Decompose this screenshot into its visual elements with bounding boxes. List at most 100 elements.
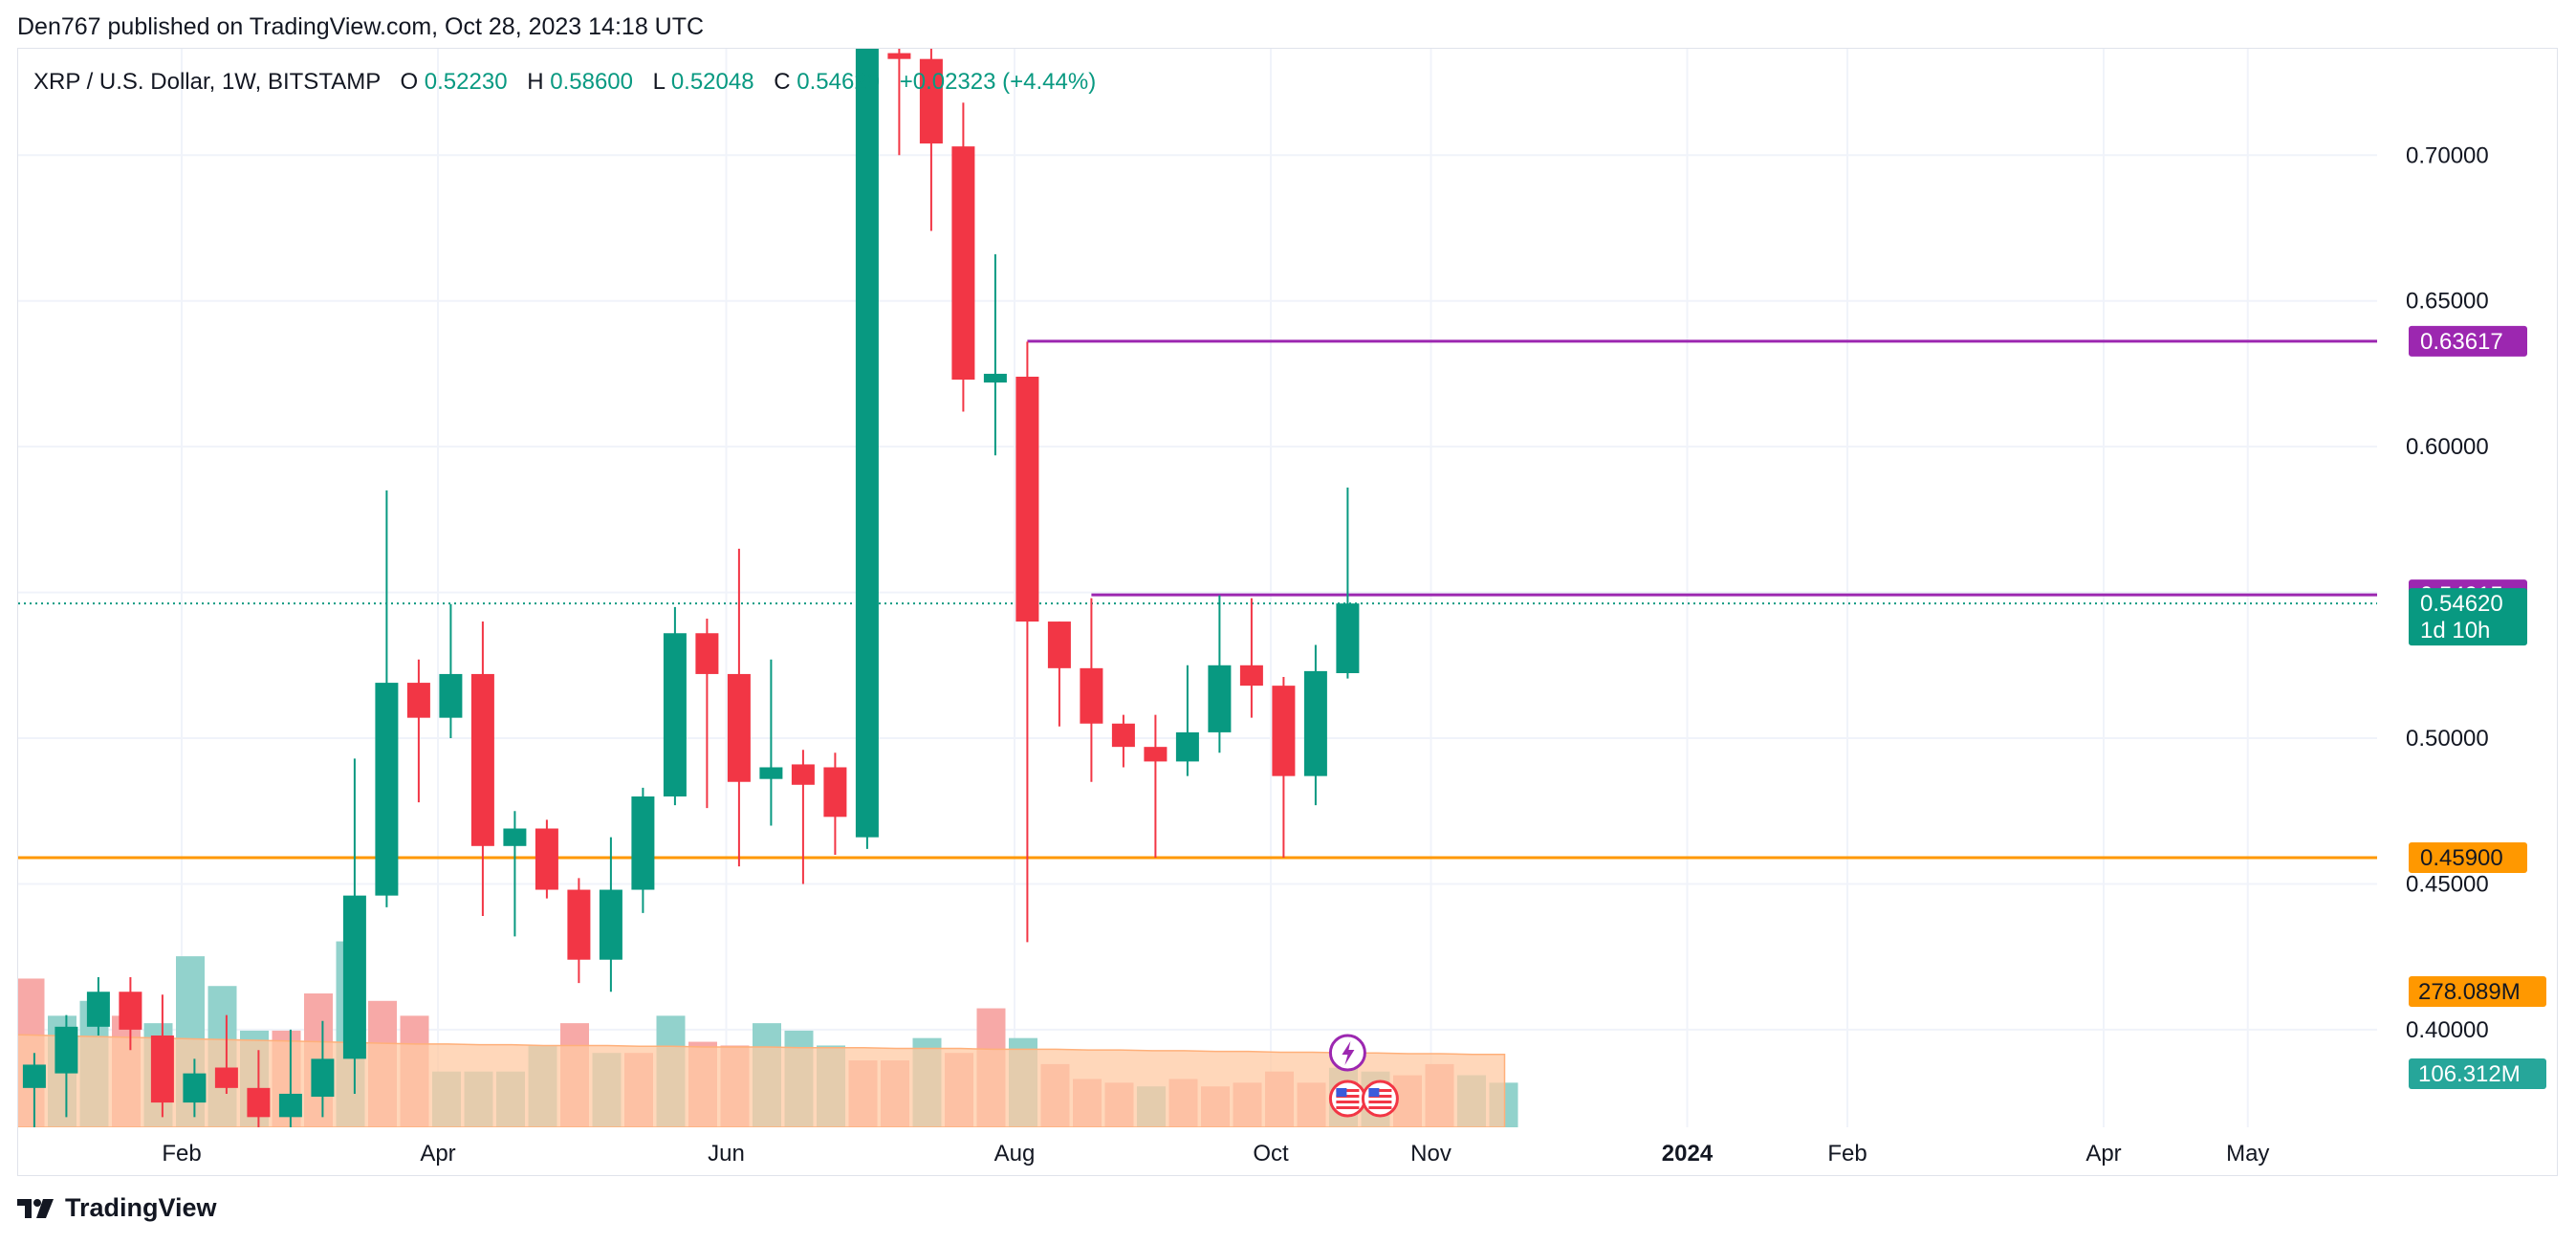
flag-icon-canton xyxy=(1368,1088,1380,1097)
volume-ma-area xyxy=(18,1034,1506,1127)
candlestick-chart[interactable]: 0.40000 0.45000 0.50000 0.60000 0.65000 0.700… xyxy=(18,49,2557,1175)
level-tag-support-text: 0.45900 xyxy=(2420,845,2503,871)
level-tag-resistance-high-text: 0.63617 xyxy=(2420,329,2503,355)
candle-body-up xyxy=(342,895,366,1059)
candle-body-down xyxy=(727,673,751,782)
candle-body-up xyxy=(599,889,622,960)
candles xyxy=(22,49,1360,1127)
legend-change: +0.02323 (+4.44%) xyxy=(900,69,1097,95)
volume-pane xyxy=(18,941,1518,1127)
legend-open-value: 0.52230 xyxy=(425,69,508,95)
flag-icon-canton xyxy=(1336,1088,1347,1097)
price-tick-label: 0.45000 xyxy=(2406,871,2489,897)
flag-icon-stripe xyxy=(1368,1101,1392,1103)
candle-body-down xyxy=(919,58,943,144)
candle-body-down xyxy=(1272,686,1296,776)
candle-body-down xyxy=(247,1087,271,1118)
candle-body-down xyxy=(406,683,430,718)
candle-body-up xyxy=(439,673,463,718)
legend-open-label: O xyxy=(400,69,418,95)
candle-body-down xyxy=(1015,376,1039,622)
chart-pane[interactable]: 0.40000 0.45000 0.50000 0.60000 0.65000 0.700… xyxy=(17,48,2558,1176)
candle-body-up xyxy=(631,796,655,890)
candle-body-up xyxy=(663,633,687,796)
level-tag-support: 0.45900 xyxy=(2409,842,2527,873)
candle-body-down xyxy=(567,889,591,960)
candle-body-up xyxy=(1175,731,1199,762)
time-tick-label: Nov xyxy=(1410,1141,1452,1167)
price-axis: 0.40000 0.45000 0.50000 0.60000 0.65000 0.700… xyxy=(2406,142,2546,1089)
legend-high-value: 0.58600 xyxy=(550,69,633,95)
candle-body-up xyxy=(375,683,399,896)
candle-body-up xyxy=(983,373,1007,383)
legend-close-value: 0.54620 xyxy=(797,69,880,95)
legend-low-value: 0.52048 xyxy=(671,69,754,95)
candle-body-down xyxy=(695,633,719,674)
time-tick-label: May xyxy=(2226,1141,2269,1167)
horizontal-levels xyxy=(18,339,2377,860)
flag-icon-ring xyxy=(1328,1079,1366,1118)
level-tag-resistance-high-bg xyxy=(2409,325,2527,357)
event-markers xyxy=(1328,1034,1399,1118)
us-flag-event-icon xyxy=(1328,1079,1366,1118)
us-flag-event-icon xyxy=(1361,1079,1399,1118)
candle-body-up xyxy=(1208,665,1232,732)
candle-body-down xyxy=(791,764,815,785)
volume-current-tag-text: 106.312M xyxy=(2418,1061,2521,1087)
time-axis: Feb Apr Jun Aug Oct Nov 2024 Feb Apr May xyxy=(162,1141,2269,1167)
candle-body-up xyxy=(759,767,783,779)
time-tick-label: 2024 xyxy=(1662,1141,1714,1167)
legend-low-label: L xyxy=(653,69,666,95)
candle-body-down xyxy=(1239,665,1263,687)
candle-body-up xyxy=(55,1026,78,1074)
candle-body-up xyxy=(1303,670,1327,776)
chart-legend: XRP / U.S. Dollar, 1W, BITSTAMP O 0.5223… xyxy=(33,69,1096,95)
flag-icon-stripe xyxy=(1368,1095,1392,1098)
candle-body-down xyxy=(1047,622,1071,668)
price-tick-label: 0.40000 xyxy=(2406,1017,2489,1043)
volume-current-tag-bg xyxy=(2409,1058,2546,1089)
time-tick-label: Oct xyxy=(1253,1141,1289,1167)
lightning-icon-bolt xyxy=(1342,1041,1355,1065)
flag-icon-ring xyxy=(1361,1079,1399,1118)
tradingview-logo-icon xyxy=(17,1198,54,1218)
flag-icon-stripe xyxy=(1336,1101,1360,1103)
candle-body-down xyxy=(823,767,847,818)
flag-icon-stripe xyxy=(1336,1106,1360,1109)
current-price-tag-bg xyxy=(2409,588,2527,646)
lightning-event-icon xyxy=(1328,1034,1366,1072)
current-price-countdown: 1d 10h xyxy=(2420,618,2490,643)
flag-icon-stripe xyxy=(1368,1089,1392,1092)
flag-icon-stripe xyxy=(1336,1089,1360,1092)
candle-body-down xyxy=(214,1067,238,1088)
volume-ma-tag-text: 278.089M xyxy=(2418,979,2521,1005)
level-tag-resistance-high: 0.63617 xyxy=(2409,325,2527,357)
level-tag-support-bg xyxy=(2409,842,2527,873)
candle-body-up xyxy=(86,992,110,1027)
candle-body-down xyxy=(887,53,911,59)
price-tick-label: 0.50000 xyxy=(2406,726,2489,752)
price-tick-label: 0.60000 xyxy=(2406,434,2489,460)
time-tick-label: Feb xyxy=(1827,1141,1867,1167)
svg-text:XRP / U.S. Dollar, 1W, BITSTAM: XRP / U.S. Dollar, 1W, BITSTAMP O 0.5223… xyxy=(33,69,1096,95)
price-tick-label: 0.70000 xyxy=(2406,142,2489,168)
time-tick-label: Aug xyxy=(994,1141,1036,1167)
grid-lines xyxy=(18,49,2377,1127)
candle-body-up xyxy=(22,1064,46,1088)
price-tick-label: 0.65000 xyxy=(2406,289,2489,315)
current-price-value: 0.54620 xyxy=(2420,591,2503,617)
legend-symbol: XRP / U.S. Dollar, 1W, BITSTAMP xyxy=(33,69,381,95)
candle-body-down xyxy=(1080,667,1103,724)
volume-ma-tag: 278.089M xyxy=(2409,976,2546,1007)
tradingview-logo[interactable]: TradingView xyxy=(17,1193,217,1223)
candle-body-up xyxy=(503,828,527,846)
publisher-caption: Den767 published on TradingView.com, Oct… xyxy=(17,13,705,40)
candle-body-up xyxy=(855,49,879,838)
candle-body-down xyxy=(1144,747,1168,762)
candle-body-up xyxy=(1336,603,1360,674)
candle-body-up xyxy=(183,1073,207,1103)
legend-close-label: C xyxy=(774,69,790,95)
time-tick-label: Feb xyxy=(162,1141,201,1167)
candle-body-down xyxy=(535,828,558,890)
